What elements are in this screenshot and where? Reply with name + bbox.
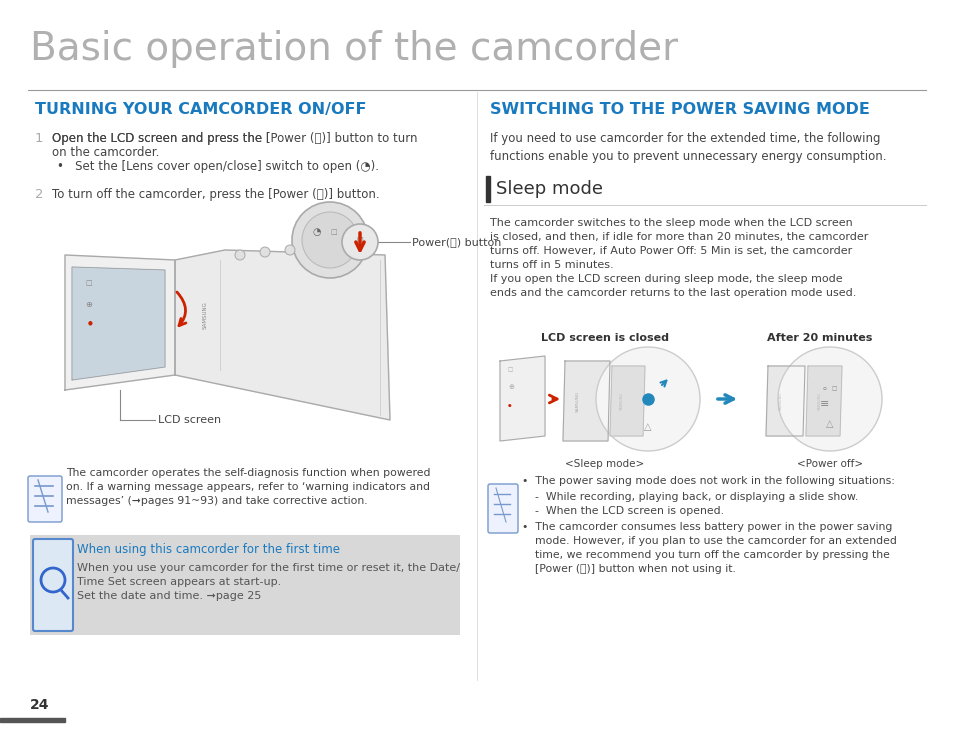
- Circle shape: [341, 224, 377, 260]
- Text: ⊕: ⊕: [507, 384, 514, 390]
- Text: SAMSUNG: SAMSUNG: [619, 392, 623, 410]
- Bar: [485, 176, 490, 202]
- Text: The camcorder switches to the sleep mode when the LCD screen
is closed, and then: The camcorder switches to the sleep mode…: [490, 218, 867, 298]
- Text: on the camcorder.: on the camcorder.: [52, 146, 159, 159]
- Text: When you use your camcorder for the first time or reset it, the Date/
Time Set s: When you use your camcorder for the firs…: [77, 563, 459, 601]
- Text: To turn off the camcorder, press the [Power (⏻)] button.: To turn off the camcorder, press the [Po…: [52, 188, 379, 201]
- Text: The camcorder operates the self-diagnosis function when powered
on. If a warning: The camcorder operates the self-diagnosi…: [66, 468, 430, 506]
- Polygon shape: [609, 366, 644, 436]
- Text: <Sleep mode>: <Sleep mode>: [565, 459, 644, 469]
- Text: SAMSUNG: SAMSUNG: [202, 301, 208, 329]
- Polygon shape: [65, 255, 174, 390]
- Text: •  The power saving mode does not work in the following situations:: • The power saving mode does not work in…: [521, 476, 894, 486]
- Text: Open the LCD screen and press the [​Power (⏻)​] button to turn: Open the LCD screen and press the [​Powe…: [52, 132, 417, 145]
- Text: [Power (⏻)] button when not using it.: [Power (⏻)] button when not using it.: [535, 564, 735, 574]
- Text: -  When the LCD screen is opened.: - When the LCD screen is opened.: [535, 506, 723, 516]
- Text: SAMSUNG: SAMSUNG: [817, 392, 821, 410]
- Text: Power(⏻) button: Power(⏻) button: [412, 237, 501, 247]
- Text: mode. However, if you plan to use the camcorder for an extended: mode. However, if you plan to use the ca…: [535, 536, 896, 546]
- Text: ●: ●: [88, 320, 92, 325]
- Polygon shape: [805, 366, 841, 436]
- Text: time, we recommend you turn off the camcorder by pressing the: time, we recommend you turn off the camc…: [535, 550, 889, 560]
- Text: △: △: [825, 419, 833, 429]
- Text: LCD screen: LCD screen: [158, 415, 221, 425]
- Text: Basic operation of the camcorder: Basic operation of the camcorder: [30, 30, 678, 68]
- FancyBboxPatch shape: [488, 484, 517, 533]
- Text: □: □: [330, 229, 336, 235]
- Text: ≡: ≡: [820, 399, 828, 409]
- Circle shape: [292, 202, 368, 278]
- Circle shape: [234, 250, 245, 260]
- Circle shape: [302, 212, 357, 268]
- Polygon shape: [562, 361, 609, 441]
- Text: △: △: [643, 422, 651, 432]
- Circle shape: [778, 347, 882, 451]
- Polygon shape: [174, 250, 390, 420]
- Text: If you need to use camcorder for the extended time, the following
functions enab: If you need to use camcorder for the ext…: [490, 132, 885, 163]
- FancyBboxPatch shape: [28, 476, 62, 522]
- Text: □: □: [507, 367, 513, 372]
- Text: □: □: [831, 386, 837, 391]
- FancyBboxPatch shape: [30, 535, 459, 635]
- Text: SAMSUNG: SAMSUNG: [779, 392, 782, 410]
- Text: •   Set the [Lens cover open/close] switch to open (◔).: • Set the [Lens cover open/close] switch…: [57, 160, 378, 173]
- Circle shape: [260, 247, 270, 257]
- Polygon shape: [765, 366, 804, 436]
- Text: After 20 minutes: After 20 minutes: [766, 333, 872, 343]
- FancyBboxPatch shape: [33, 539, 73, 631]
- Text: SWITCHING TO THE POWER SAVING MODE: SWITCHING TO THE POWER SAVING MODE: [490, 102, 869, 117]
- Text: <Power off>: <Power off>: [796, 459, 862, 469]
- Text: •  The camcorder consumes less battery power in the power saving: • The camcorder consumes less battery po…: [521, 522, 891, 532]
- Circle shape: [596, 347, 700, 451]
- Text: ●: ●: [507, 404, 511, 408]
- Bar: [0, 718, 65, 722]
- Text: When using this camcorder for the first time: When using this camcorder for the first …: [77, 543, 339, 556]
- Text: SAMSUNG: SAMSUNG: [576, 391, 579, 412]
- Text: Open the LCD screen and press the [: Open the LCD screen and press the [: [52, 132, 271, 145]
- Text: 1: 1: [35, 132, 44, 145]
- Text: ⚪: ⚪: [821, 386, 827, 392]
- Text: Sleep mode: Sleep mode: [496, 180, 602, 198]
- Text: □: □: [85, 280, 91, 286]
- Text: ⊕: ⊕: [85, 300, 91, 309]
- Text: -  While recording, playing back, or displaying a slide show.: - While recording, playing back, or disp…: [535, 492, 858, 502]
- Text: LCD screen is closed: LCD screen is closed: [540, 333, 668, 343]
- Text: 2: 2: [35, 188, 44, 201]
- Circle shape: [285, 245, 294, 255]
- Polygon shape: [499, 356, 544, 441]
- Text: TURNING YOUR CAMCORDER ON/OFF: TURNING YOUR CAMCORDER ON/OFF: [35, 102, 366, 117]
- Text: 24: 24: [30, 698, 50, 712]
- Text: ◔: ◔: [313, 227, 321, 237]
- Polygon shape: [71, 267, 165, 380]
- Text: ⏻: ⏻: [356, 237, 363, 247]
